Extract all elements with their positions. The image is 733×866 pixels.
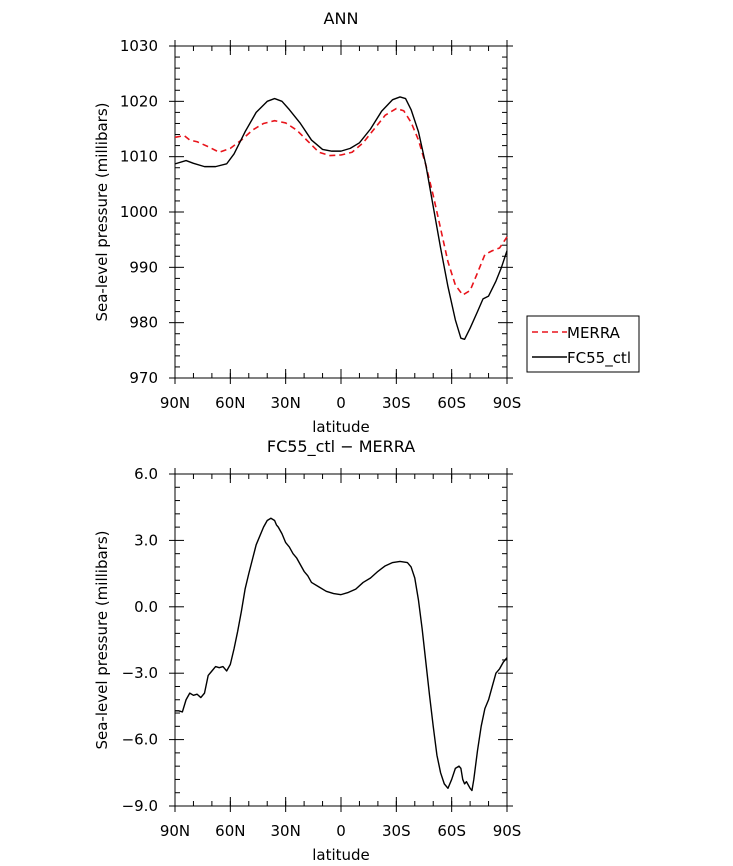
top-x-tick-label: 0 [336, 394, 346, 412]
top-y-tick-label: 990 [129, 258, 158, 276]
bottom-y-tick-label: 3.0 [134, 531, 158, 549]
top-y-tick-label: 970 [129, 369, 158, 387]
top-panel-annual-slp: ANN 970 980 990 1000 1010 1020 1030 90N 60N 30N 0… [93, 9, 521, 436]
top-series-group [174, 96, 508, 340]
top-axis-ticks [169, 40, 513, 384]
top-x-tick-label: 30S [382, 394, 411, 412]
bottom-x-tick-label: 60S [437, 822, 466, 840]
bottom-y-tick-label: 6.0 [134, 465, 158, 483]
top-x-tick-label: 30N [271, 394, 301, 412]
top-panel-title: ANN [324, 9, 359, 28]
top-x-tick-label: 90N [160, 394, 190, 412]
top-y-tick-label: 1000 [120, 203, 158, 221]
legend: MERRA FC55_ctl [526, 315, 640, 373]
top-x-tick-label: 90S [493, 394, 522, 412]
top-series-line-merra [174, 107, 508, 296]
top-series-line-fc55-ctl [174, 96, 508, 340]
top-y-tick-label: 1020 [120, 92, 158, 110]
bottom-x-tick-label: 30S [382, 822, 411, 840]
bottom-x-tick-label: 90N [160, 822, 190, 840]
top-y-tick-label: 980 [129, 314, 158, 332]
top-x-tick-label: 60N [215, 394, 245, 412]
bottom-y-tick-label: 0.0 [134, 598, 158, 616]
legend-box [526, 315, 640, 373]
legend-label-fc55-ctl: FC55_ctl [567, 349, 631, 368]
bottom-axis-ticks [169, 468, 513, 812]
top-x-tick-label: 60S [437, 394, 466, 412]
bottom-plot-frame [174, 473, 508, 807]
bottom-series-line-difference [175, 517, 508, 792]
top-x-tick-labels: 90N 60N 30N 0 30S 60S 90S [160, 394, 521, 412]
bottom-x-axis-label: latitude [312, 846, 370, 864]
legend-label-merra: MERRA [567, 324, 621, 342]
bottom-y-tick-label: −6.0 [122, 731, 158, 749]
top-y-tick-labels: 970 980 990 1000 1010 1020 1030 [120, 37, 158, 387]
bottom-x-tick-label: 90S [493, 822, 522, 840]
top-x-axis-label: latitude [312, 418, 370, 436]
bottom-y-tick-labels: −9.0 −6.0 −3.0 0.0 3.0 6.0 [122, 465, 158, 815]
bottom-x-tick-label: 60N [215, 822, 245, 840]
top-y-axis-label: Sea-level pressure (millibars) [93, 102, 111, 321]
bottom-x-tick-labels: 90N 60N 30N 0 30S 60S 90S [160, 822, 521, 840]
bottom-panel-difference: FC55_ctl − MERRA −9.0 −6.0 −3.0 0.0 3.0 6.0 9… [93, 437, 521, 864]
bottom-y-axis-label: Sea-level pressure (millibars) [93, 530, 111, 749]
bottom-series-group [175, 517, 508, 792]
bottom-x-tick-label: 0 [336, 822, 346, 840]
bottom-x-tick-label: 30N [271, 822, 301, 840]
bottom-y-tick-label: −9.0 [122, 797, 158, 815]
bottom-y-tick-label: −3.0 [122, 664, 158, 682]
top-y-tick-label: 1010 [120, 148, 158, 166]
top-y-tick-label: 1030 [120, 37, 158, 55]
bottom-panel-title: FC55_ctl − MERRA [267, 437, 415, 457]
